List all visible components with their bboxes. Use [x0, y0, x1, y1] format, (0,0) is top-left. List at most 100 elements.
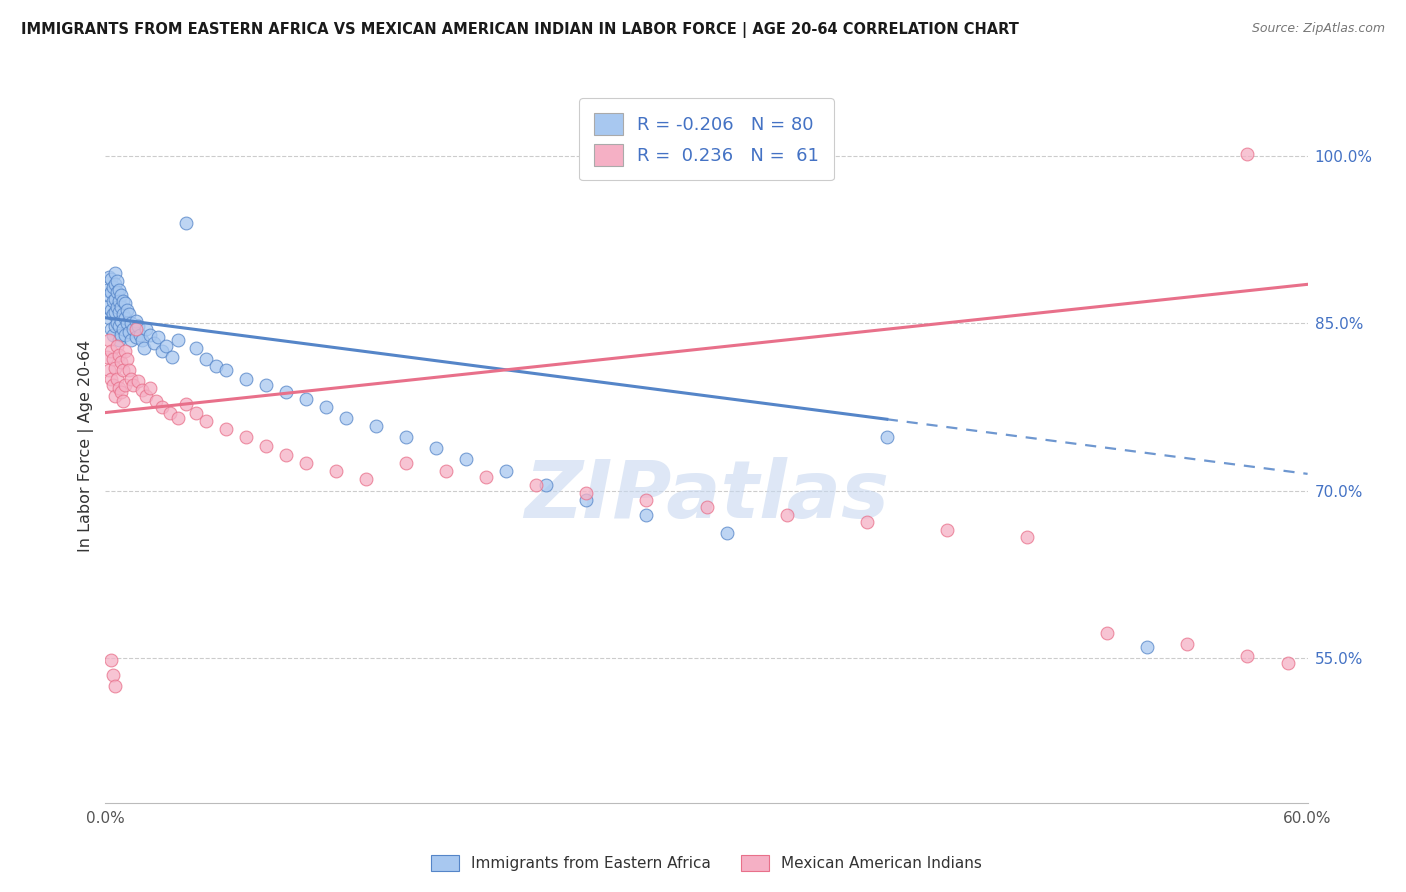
Point	[145, 394, 167, 409]
Point	[112, 308, 135, 322]
Point	[135, 322, 157, 336]
Point	[117, 303, 139, 318]
Point	[118, 326, 141, 340]
Point	[295, 392, 318, 407]
Point	[936, 523, 959, 537]
Point	[214, 363, 236, 377]
Point	[1236, 648, 1258, 663]
Point	[325, 464, 347, 478]
Point	[121, 317, 143, 331]
Point	[103, 327, 125, 342]
Point	[636, 492, 658, 507]
Point	[108, 283, 131, 297]
Point	[107, 274, 129, 288]
Point	[96, 350, 118, 364]
Point	[194, 415, 217, 429]
Point	[104, 305, 127, 319]
Point	[98, 310, 121, 325]
Point	[425, 442, 447, 456]
Point	[114, 310, 136, 325]
Point	[98, 333, 121, 347]
Point	[395, 456, 418, 470]
Point	[716, 526, 738, 541]
Point	[100, 344, 122, 359]
Point	[114, 377, 136, 392]
Point	[108, 348, 131, 362]
Point	[132, 341, 155, 355]
Point	[696, 500, 718, 515]
Point	[235, 372, 257, 386]
Text: IMMIGRANTS FROM EASTERN AFRICA VS MEXICAN AMERICAN INDIAN IN LABOR FORCE | AGE 2: IMMIGRANTS FROM EASTERN AFRICA VS MEXICA…	[21, 22, 1019, 38]
Point	[495, 464, 517, 478]
Point	[475, 470, 498, 484]
Point	[127, 375, 149, 389]
Point	[103, 377, 125, 392]
Point	[135, 389, 157, 403]
Point	[104, 361, 127, 376]
Point	[110, 355, 132, 369]
Point	[110, 314, 132, 328]
Point	[114, 296, 136, 310]
Point	[107, 317, 129, 331]
Point	[142, 336, 165, 351]
Point	[174, 397, 197, 411]
Point	[98, 269, 121, 284]
Point	[335, 411, 357, 425]
Point	[214, 422, 236, 436]
Point	[108, 333, 131, 347]
Point	[295, 456, 318, 470]
Point	[138, 327, 160, 342]
Point	[354, 473, 377, 487]
Point	[184, 341, 207, 355]
Point	[160, 350, 183, 364]
Point	[100, 272, 122, 286]
Point	[174, 216, 197, 230]
Point	[194, 352, 217, 367]
Point	[114, 327, 136, 342]
Point	[124, 330, 146, 344]
Point	[110, 288, 132, 302]
Point	[235, 430, 257, 444]
Point	[122, 322, 145, 336]
Point	[117, 352, 139, 367]
Point	[575, 492, 598, 507]
Point	[1136, 640, 1159, 654]
Point	[166, 333, 188, 347]
Point	[155, 339, 177, 353]
Legend: Immigrants from Eastern Africa, Mexican American Indians: Immigrants from Eastern Africa, Mexican …	[425, 849, 988, 877]
Text: Source: ZipAtlas.com: Source: ZipAtlas.com	[1251, 22, 1385, 36]
Point	[103, 308, 125, 322]
Point	[395, 430, 418, 444]
Point	[1177, 638, 1199, 652]
Point	[534, 478, 557, 492]
Point	[150, 344, 173, 359]
Point	[131, 384, 153, 398]
Point	[107, 372, 129, 386]
Point	[274, 448, 297, 462]
Point	[118, 363, 141, 377]
Point	[104, 266, 127, 280]
Point	[204, 359, 226, 373]
Point	[114, 344, 136, 359]
Point	[274, 385, 297, 400]
Point	[112, 294, 135, 309]
Point	[128, 327, 150, 342]
Point	[776, 508, 799, 523]
Point	[112, 322, 135, 336]
Point	[166, 411, 188, 425]
Point	[124, 322, 146, 336]
Point	[110, 327, 132, 342]
Point	[96, 300, 118, 314]
Point	[108, 381, 131, 395]
Point	[98, 288, 121, 302]
Point	[110, 300, 132, 314]
Point	[103, 279, 125, 293]
Point	[159, 406, 181, 420]
Point	[108, 294, 131, 309]
Point	[315, 400, 337, 414]
Point	[118, 308, 141, 322]
Point	[454, 452, 477, 467]
Point	[855, 515, 877, 529]
Y-axis label: In Labor Force | Age 20-64: In Labor Force | Age 20-64	[79, 340, 94, 552]
Text: ZIPatlas: ZIPatlas	[524, 457, 889, 535]
